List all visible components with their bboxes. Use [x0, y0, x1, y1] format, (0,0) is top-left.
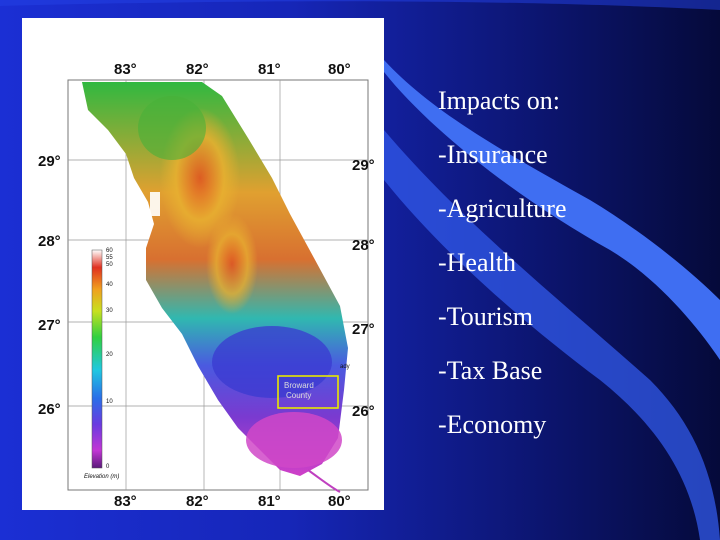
left-lat-label-29: 29° [38, 153, 61, 170]
impact-insurance: -Insurance [438, 140, 548, 169]
impact-tourism: -Tourism [438, 302, 533, 331]
legend-tick-55: 55 [106, 255, 113, 261]
impact-tax-base: -Tax Base [438, 356, 543, 385]
top-lon-label-80: 80° [328, 61, 351, 78]
legend-title: Elevation (m) [84, 474, 119, 480]
right-lat-label-28: 28° [352, 237, 375, 254]
impact-agriculture: -Agriculture [438, 194, 567, 223]
map-side-text: ady [340, 364, 350, 370]
impacts-list: Impacts on: -Insurance -Agriculture -Hea… [438, 86, 567, 464]
right-lat-label-26: 26° [352, 403, 375, 420]
florida-elevation-map: Broward County ady 60 55 50 40 30 20 10 … [22, 18, 384, 510]
bottom-lon-label-82: 82° [186, 493, 209, 510]
legend-tick-60: 60 [106, 248, 113, 254]
right-lat-label-29: 29° [352, 157, 375, 174]
top-lon-label-83: 83° [114, 61, 137, 78]
impacts-heading: Impacts on: [438, 86, 561, 115]
top-lon-label-81: 81° [258, 61, 281, 78]
impact-economy: -Economy [438, 410, 547, 439]
bottom-lon-label-80: 80° [328, 493, 351, 510]
legend-tick-30: 30 [106, 308, 113, 314]
map-frame [67, 79, 369, 491]
left-lat-label-26: 26° [38, 401, 61, 418]
legend-tick-40: 40 [106, 282, 113, 288]
legend-tick-20: 20 [106, 352, 113, 358]
florida-landmass [82, 82, 348, 493]
county-label-line-2: County [286, 391, 311, 400]
bottom-lon-label-83: 83° [114, 493, 137, 510]
bottom-lon-label-81: 81° [258, 493, 281, 510]
right-lat-label-27: 27° [352, 321, 375, 338]
left-lat-label-28: 28° [38, 233, 61, 250]
left-lat-label-27: 27° [38, 317, 61, 334]
legend-tick-10: 10 [106, 399, 113, 405]
legend-tick-50: 50 [106, 262, 113, 268]
legend-tick-0: 0 [106, 464, 110, 470]
impact-health: -Health [438, 248, 516, 277]
elevation-legend: 60 55 50 40 30 20 10 0 Elevation (m) [84, 248, 119, 480]
county-label-line-1: Broward [284, 381, 314, 390]
elevation-color-bar [91, 249, 103, 469]
top-lon-label-82: 82° [186, 61, 209, 78]
broward-county-box: Broward County [277, 375, 339, 409]
